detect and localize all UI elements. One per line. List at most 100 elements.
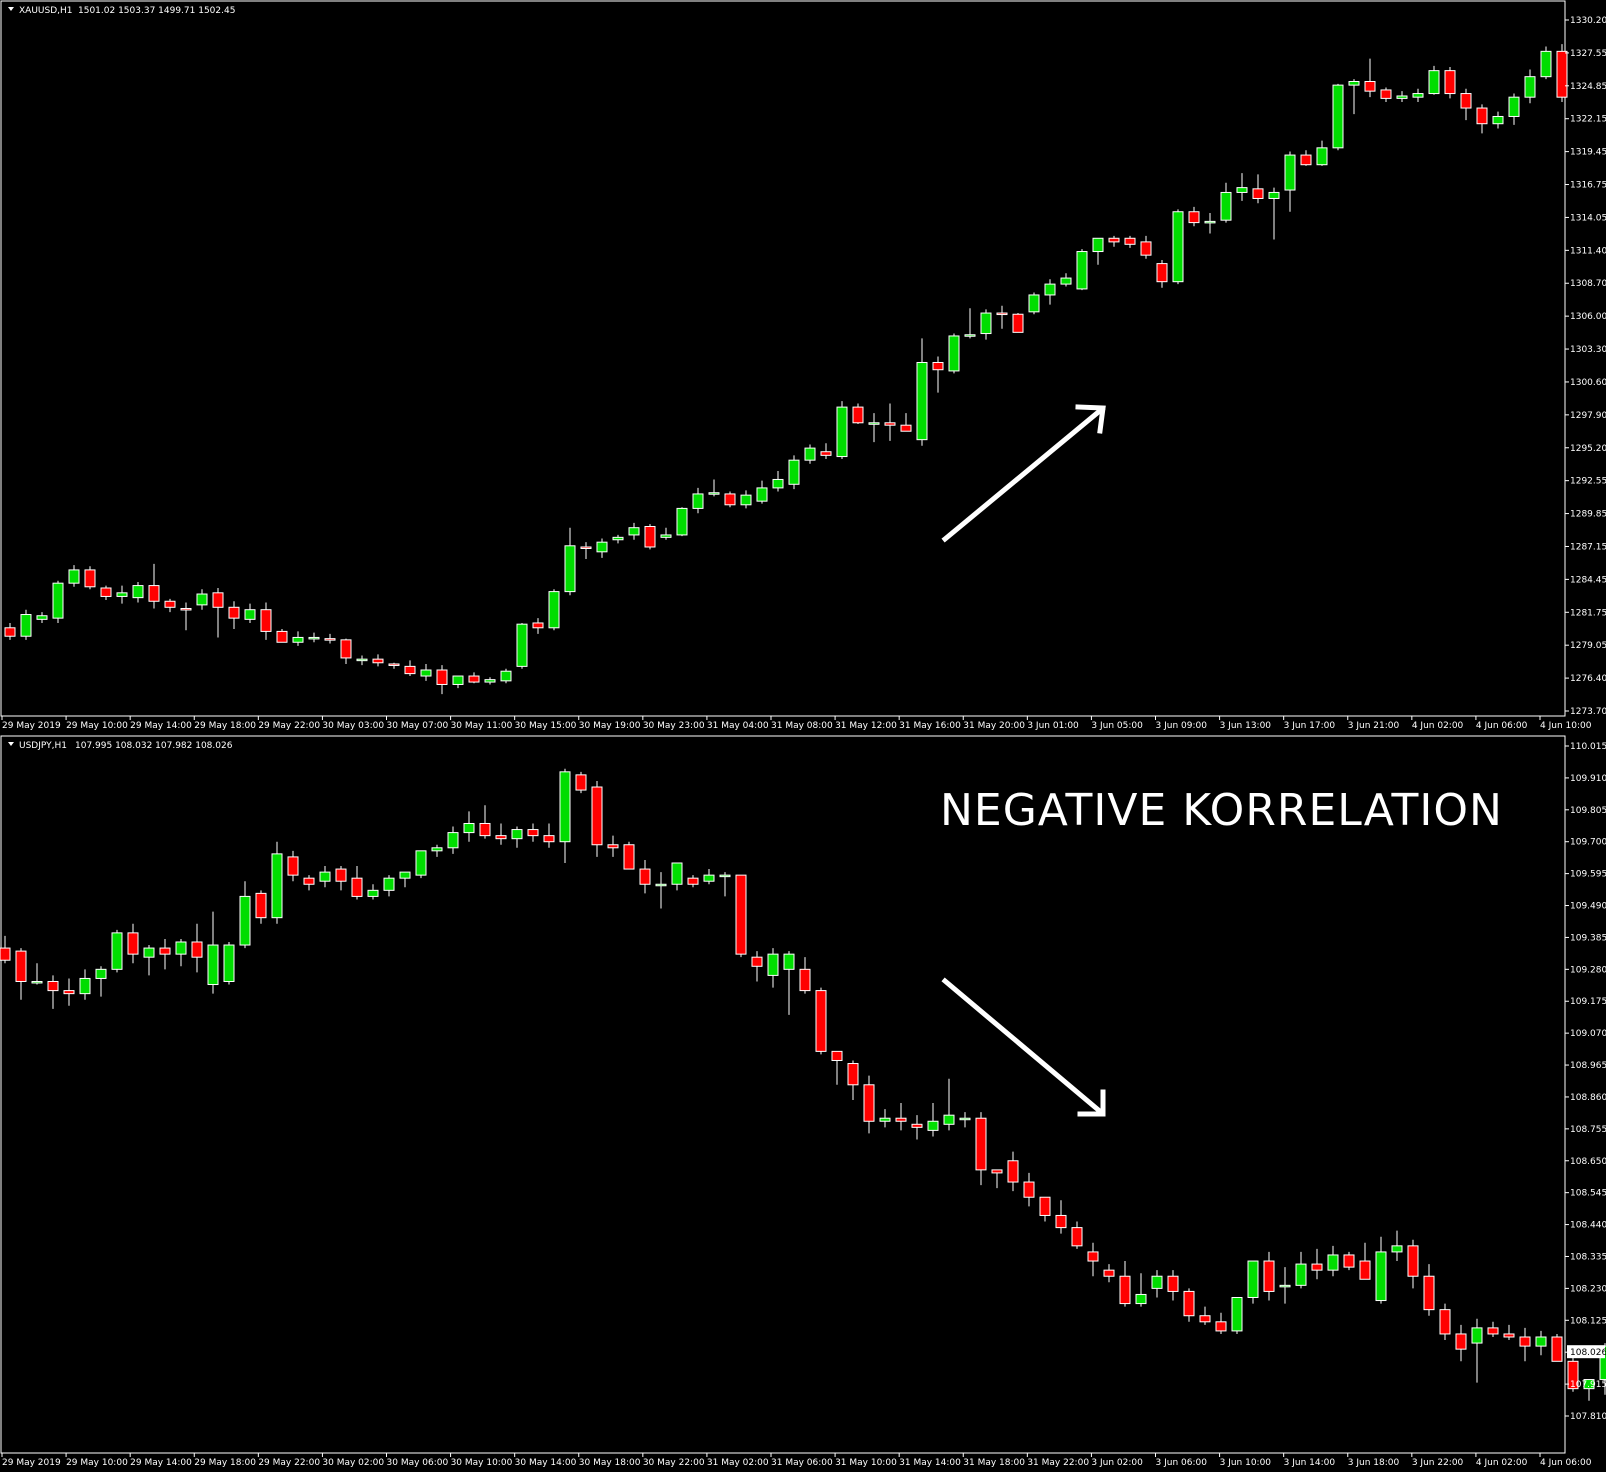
x-tick-label: 30 May 03:00 [322, 721, 384, 731]
candle-body [1279, 1284, 1291, 1288]
candle [1391, 1230, 1403, 1262]
candle-body [836, 406, 848, 458]
candle-body [1348, 81, 1360, 86]
candle [692, 487, 704, 514]
candle-body [783, 953, 795, 970]
candle-body [20, 614, 32, 637]
candle [863, 1075, 875, 1134]
candle-body [916, 361, 928, 441]
candle [1172, 209, 1184, 285]
candle [1412, 88, 1424, 103]
candle [799, 957, 811, 994]
candle-body [100, 587, 112, 597]
candle [879, 1109, 891, 1128]
y-tick-label: 1311.40 [1570, 246, 1606, 256]
candle-body [1188, 211, 1200, 224]
candle-body [943, 1114, 955, 1125]
candle-body [1540, 50, 1552, 78]
x-tick-label: 29 May 14:00 [130, 721, 192, 731]
candle-body [143, 947, 155, 958]
xauusd-price-axis: 1330.20 1327.55 1324.85 1322.15 1319.45 1316.… [1565, 16, 1606, 717]
candle [260, 602, 272, 640]
x-tick-label: 3 Jun 21:00 [1348, 721, 1400, 731]
x-tick-label: 30 May 02:00 [322, 1458, 384, 1468]
candle-body [703, 874, 715, 882]
candle [943, 1078, 955, 1131]
candle [159, 938, 171, 970]
candle-body [948, 335, 960, 372]
candle [1567, 1355, 1579, 1392]
candle [324, 633, 336, 644]
candle-body [1428, 70, 1440, 95]
candle-body [788, 459, 800, 485]
down-right-arrow-icon [941, 977, 1106, 1117]
candle-body [1407, 1245, 1419, 1277]
candle [996, 305, 1008, 329]
candle [1327, 1245, 1339, 1277]
candle-body [671, 862, 683, 885]
candle-body [964, 334, 976, 337]
candle-body [1343, 1254, 1355, 1268]
xauusd-pane[interactable]: XAUUSD,H1 1501.02 1503.37 1499.71 1502.4… [0, 0, 1606, 731]
x-tick-label: 3 Jun 01:00 [1027, 721, 1079, 731]
candle-body [463, 822, 475, 834]
y-tick-label: 109.490 [1570, 902, 1606, 912]
candle [79, 969, 91, 1000]
candle [687, 875, 699, 888]
candle [484, 677, 496, 685]
candle [228, 601, 240, 629]
collapse-triangle-icon[interactable] [8, 7, 14, 11]
candle [468, 672, 480, 684]
candle [772, 471, 784, 492]
candle-body [1263, 1260, 1275, 1292]
candle-body [1396, 95, 1408, 99]
candle-body [308, 636, 320, 640]
candle [420, 663, 432, 681]
candle [111, 929, 123, 973]
x-tick-label: 30 May 23:00 [643, 721, 705, 731]
candle-body [1412, 93, 1424, 98]
candle [1316, 140, 1328, 166]
candle-body [1583, 1379, 1595, 1390]
candle [447, 826, 459, 854]
candle-body [959, 1117, 971, 1121]
candle-body [1332, 84, 1344, 149]
candle-body [1172, 211, 1184, 283]
y-tick-label: 1303.30 [1570, 345, 1606, 355]
candle [1215, 1312, 1227, 1334]
candle [1487, 1321, 1499, 1337]
candle-body [436, 669, 448, 685]
candle-body [1060, 277, 1072, 285]
candle [1380, 87, 1392, 103]
candle [1503, 1324, 1515, 1341]
candle-body [1231, 1296, 1243, 1332]
candle-body [1247, 1260, 1259, 1298]
candle-body [1359, 1260, 1371, 1280]
candle-body [79, 977, 91, 995]
x-tick-label: 30 May 11:00 [451, 721, 513, 731]
x-tick-label: 29 May 10:00 [66, 1458, 128, 1468]
usdjpy-pane[interactable]: USDJPY,H1 107.995 108.032 107.982 108.02… [0, 735, 1606, 1468]
candle-body [1300, 154, 1312, 166]
negative-correlation-label: NEGATIVE KORRELATION [940, 785, 1503, 836]
x-tick-label: 30 May 07:00 [387, 721, 449, 731]
candle [372, 654, 384, 667]
candle-body [1183, 1290, 1195, 1317]
candle [271, 841, 283, 924]
candle [1044, 279, 1056, 305]
candle [1332, 83, 1344, 151]
candle [932, 356, 944, 393]
candle [836, 401, 848, 459]
candle [1268, 187, 1280, 240]
x-tick-label: 29 May 22:00 [258, 721, 320, 731]
collapse-triangle-icon[interactable] [8, 742, 14, 746]
candle-body [276, 630, 288, 643]
candle-body [431, 847, 443, 852]
candle [596, 538, 608, 558]
candle-body [847, 1063, 859, 1086]
candle-body [223, 944, 235, 982]
candle-body [1535, 1336, 1547, 1347]
candle [1071, 1221, 1083, 1249]
candle-body [1044, 283, 1056, 296]
x-tick-label: 4 Jun 10:00 [1540, 721, 1592, 731]
